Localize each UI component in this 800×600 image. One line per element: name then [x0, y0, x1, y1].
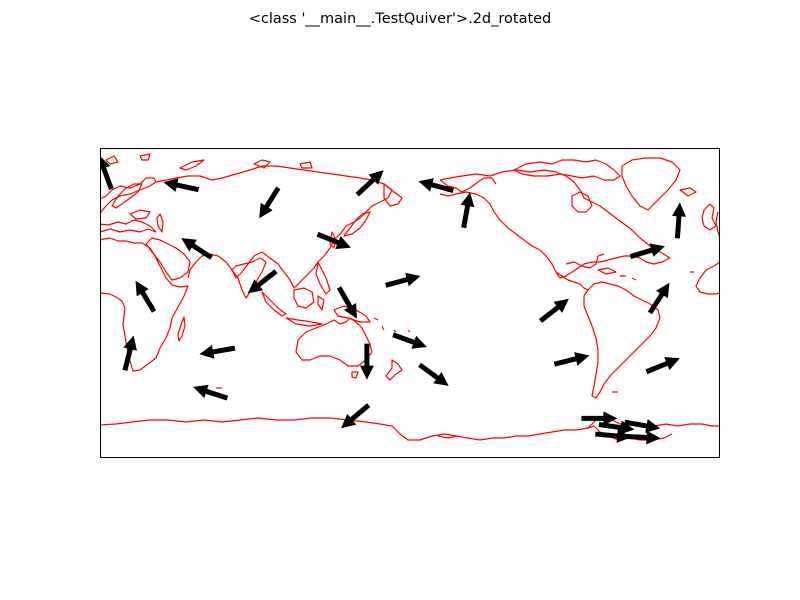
- quiver-arrow-14: [122, 335, 137, 371]
- quiver-arrow-16: [193, 384, 229, 401]
- coastline-ross-ice: [437, 435, 459, 439]
- coastline-kamchatka: [383, 183, 403, 207]
- quiver-arrow-1: [163, 178, 200, 193]
- coastline-arabia: [145, 237, 191, 281]
- coastline-south-america: [583, 281, 661, 399]
- coastline-borneo: [293, 287, 315, 309]
- quiver-arrow-20: [645, 357, 680, 375]
- coastline-new-zealand: [385, 359, 403, 381]
- coastline-franz-josef: [139, 153, 151, 161]
- quiver-arrow-0: [100, 156, 114, 190]
- coastline-india: [231, 257, 267, 299]
- coastline-java: [285, 317, 323, 327]
- coastlines: [100, 153, 720, 441]
- quiver-arrow-22: [629, 243, 665, 259]
- quiver-arrow-7: [385, 272, 421, 288]
- coastline-central-america: [555, 271, 589, 291]
- coastline-alaska: [439, 177, 497, 193]
- map-axes: [100, 153, 720, 445]
- coastline-svalbard: [105, 155, 119, 165]
- quiver-arrow-21: [672, 202, 686, 239]
- coastline-iceland: [679, 187, 697, 197]
- coastline-pacific-islands: [373, 317, 411, 333]
- quiver-arrow-17: [341, 403, 371, 429]
- coastline-west-africa-right: [695, 261, 720, 295]
- quiver-arrow-11: [418, 178, 454, 193]
- quiver-arrow-23: [647, 282, 670, 315]
- quiver-arrow-6: [336, 286, 357, 319]
- coastline-canadian-arctic: [513, 159, 621, 181]
- quiver-arrow-10: [460, 192, 475, 229]
- quiver-arrow-9: [359, 343, 374, 380]
- coastline-sumatra: [261, 291, 287, 317]
- quiver-arrow-25: [581, 411, 618, 426]
- coastline-hudson-bay: [571, 191, 593, 213]
- quiver-arrow-29: [624, 430, 661, 445]
- quiver-arrow-12: [355, 170, 384, 197]
- quiver-arrow-5: [247, 269, 278, 294]
- coastline-cuba: [597, 267, 617, 275]
- coastline-caribbean: [620, 275, 637, 281]
- coastline-caspian: [156, 213, 164, 233]
- coastline-novaya-zemlya: [179, 159, 205, 171]
- quiver-arrow-19: [553, 352, 590, 367]
- coastline-japan: [343, 211, 371, 237]
- coastline-madagascar: [177, 316, 186, 342]
- quiver-arrow-8: [392, 332, 427, 349]
- coastline-tasmania: [351, 371, 359, 379]
- quiver-arrow-28: [595, 429, 632, 443]
- coastline-mediterranean: [100, 219, 157, 233]
- coastline-severnaya: [253, 159, 271, 169]
- coastline-gulf-of-mexico: [565, 253, 605, 269]
- quiver-arrow-13: [135, 280, 157, 313]
- quiver-arrow-27: [624, 419, 661, 433]
- quiver-arrow-24: [538, 298, 569, 323]
- coastline-australia: [295, 317, 373, 367]
- figure-title: <class '__main__.TestQuiver'>.2d_rotated: [249, 11, 552, 27]
- coastline-africa: [100, 237, 189, 372]
- coastline-sulawesi: [317, 295, 325, 311]
- coastline-europe: [100, 177, 157, 214]
- quiver-arrows: [100, 156, 686, 445]
- quiver-arrow-3: [316, 231, 351, 249]
- coastline-new-siberia: [299, 161, 313, 169]
- coastline-uk: [701, 203, 717, 231]
- coastline-greenland: [621, 157, 681, 211]
- quiver-arrow-2: [259, 186, 281, 219]
- quiver-arrow-4: [181, 238, 213, 260]
- coastline-scandinavia: [111, 183, 143, 209]
- coastline-asia: [155, 165, 393, 289]
- coastline-black-sea: [129, 209, 151, 220]
- map-frame: [100, 148, 720, 458]
- quiver-arrow-15: [199, 345, 236, 359]
- quiver-arrow-18: [418, 362, 449, 386]
- coastline-taiwan-philippines: [315, 261, 331, 295]
